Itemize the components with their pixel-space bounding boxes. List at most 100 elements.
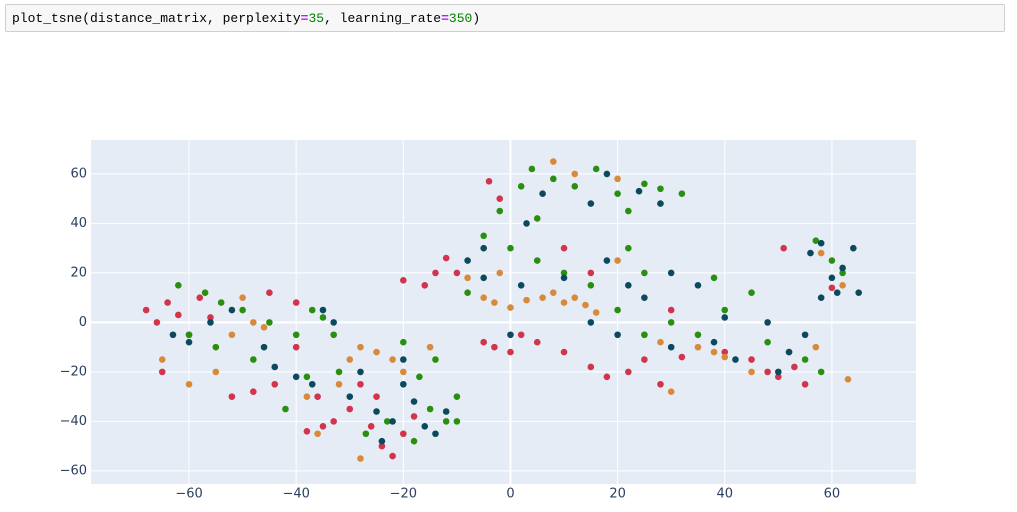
point: [389, 356, 396, 363]
x-tick-label: 20: [609, 487, 626, 502]
x-tick-label: −40: [282, 487, 309, 502]
point: [533, 257, 541, 264]
point: [694, 281, 702, 289]
point: [400, 277, 407, 284]
point: [491, 299, 498, 306]
point: [169, 331, 177, 339]
point: [292, 331, 300, 339]
point: [308, 380, 316, 388]
point: [480, 338, 487, 346]
point: [426, 343, 434, 351]
point: [839, 281, 846, 289]
point: [641, 269, 648, 277]
point: [228, 306, 236, 314]
point: [667, 319, 675, 326]
point: [464, 274, 471, 282]
point: [453, 269, 461, 277]
point: [592, 165, 600, 173]
point: [801, 380, 809, 388]
point: [560, 274, 568, 282]
point: [780, 244, 787, 252]
point: [303, 427, 311, 435]
point: [517, 281, 525, 289]
point: [641, 180, 648, 188]
point: [507, 244, 514, 252]
y-tick-label: −20: [60, 364, 87, 379]
point: [319, 423, 327, 430]
x-tick-label: 0: [506, 487, 514, 502]
point: [266, 319, 273, 326]
point: [678, 190, 686, 198]
point: [721, 314, 729, 321]
operator: =: [300, 11, 309, 26]
point: [357, 380, 364, 388]
point: [250, 319, 257, 326]
point: [828, 257, 836, 264]
point: [282, 405, 289, 413]
point: [432, 430, 439, 438]
point: [657, 380, 664, 388]
point: [346, 356, 354, 363]
point: [416, 373, 423, 381]
point: [175, 311, 182, 319]
point: [378, 437, 386, 445]
point: [614, 175, 621, 183]
point: [560, 348, 568, 356]
point: [373, 348, 380, 356]
point: [373, 393, 380, 400]
point: [533, 215, 541, 222]
point: [480, 274, 487, 282]
point: [523, 220, 530, 227]
point: [400, 430, 407, 438]
code-cell[interactable]: plot_tsne(distance_matrix, perplexity=35…: [5, 4, 1005, 32]
point: [164, 299, 171, 306]
point: [855, 289, 862, 296]
point: [603, 373, 611, 381]
point: [560, 269, 568, 277]
point: [212, 343, 220, 351]
point: [496, 269, 504, 277]
point: [614, 306, 621, 314]
point: [432, 269, 439, 277]
point: [764, 368, 771, 376]
point: [550, 158, 557, 165]
point: [507, 348, 514, 356]
operator: =: [441, 11, 449, 26]
point: [850, 244, 857, 252]
point: [389, 452, 396, 460]
point: [491, 343, 498, 351]
point: [560, 244, 568, 252]
point: [517, 182, 525, 190]
point: [153, 319, 161, 326]
point: [839, 269, 846, 277]
point: [314, 393, 321, 400]
point: [817, 249, 825, 257]
point: [571, 170, 579, 178]
point: [721, 306, 729, 314]
point: [308, 306, 316, 314]
point: [507, 304, 514, 311]
point: [292, 299, 300, 306]
point: [641, 294, 648, 301]
x-tick-label: 60: [824, 487, 841, 502]
point: [217, 299, 225, 306]
point: [539, 294, 546, 301]
point: [785, 348, 793, 356]
point: [175, 281, 182, 289]
point: [346, 393, 354, 400]
point: [421, 423, 429, 430]
point: [335, 380, 343, 388]
point: [764, 338, 771, 346]
point: [625, 368, 632, 376]
point: [528, 165, 536, 173]
number: 35: [308, 11, 325, 26]
point: [625, 207, 632, 215]
point: [839, 264, 846, 272]
point: [303, 373, 311, 381]
point: [260, 324, 268, 331]
point: [400, 356, 407, 363]
point: [185, 380, 193, 388]
point: [533, 338, 541, 346]
